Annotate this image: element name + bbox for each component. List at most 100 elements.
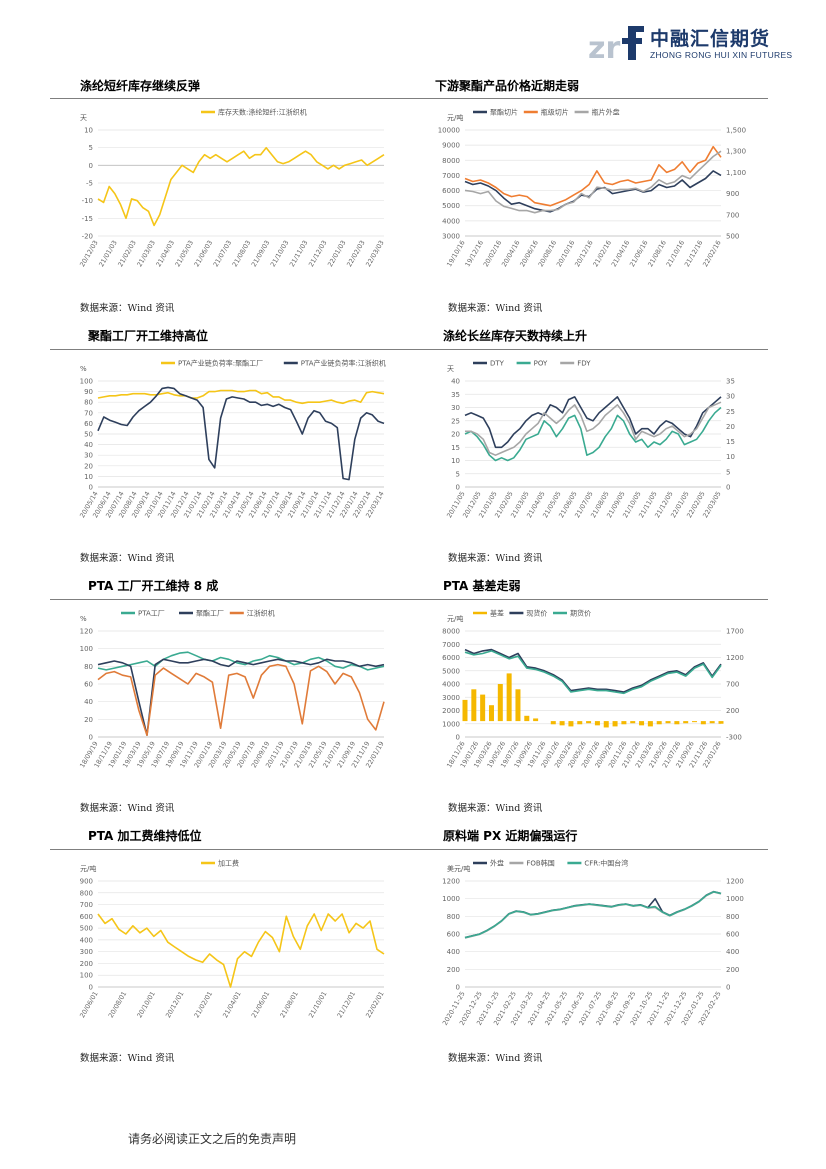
basis-bar	[621, 721, 627, 725]
series-line	[465, 401, 722, 456]
data-source-3: 数据来源：Wind 资讯	[80, 553, 175, 564]
data-source-6: 数据来源：Wind 资讯	[448, 803, 543, 814]
y-tick-label: 0	[89, 484, 93, 492]
y2-tick-label: 600	[726, 931, 739, 939]
y2-tick-label: 1,100	[726, 169, 746, 177]
section-title-6: PTA 基差走弱	[443, 579, 521, 593]
basis-bar	[462, 699, 468, 722]
y-tick-label: 3000	[442, 694, 460, 702]
x-tick-label: 22/03/03	[364, 239, 386, 268]
legend-label: 基差	[490, 609, 504, 618]
data-source-5: 数据来源：Wind 资讯	[80, 803, 175, 814]
y-tick-label: 30	[451, 404, 460, 412]
y-tick-label: 7000	[442, 641, 460, 649]
y-tick-label: 600	[80, 913, 93, 921]
basis-bar	[718, 721, 724, 724]
series-line	[464, 145, 722, 207]
legend-label: 加工费	[218, 859, 239, 868]
x-tick-label: 21/04/01	[221, 990, 243, 1019]
y-tick-label: 40	[84, 698, 93, 706]
section-title-7: PTA 加工费维持低位	[88, 829, 202, 843]
basis-bar	[665, 721, 671, 724]
legend-label: 外盘	[490, 859, 504, 868]
section-title-8: 原料端 PX 近期偏强运行	[443, 829, 578, 843]
series-line	[464, 650, 722, 695]
y-tick-label: 1000	[442, 895, 460, 903]
y2-tick-label: 35	[726, 378, 735, 386]
chart-pta-basis: 元/吨 8000 7000 6000 5000 4000 3000 2000 1000 0 1700…	[442, 609, 744, 770]
series-line	[97, 663, 385, 736]
data-source-8: 数据来源：Wind 资讯	[448, 1053, 543, 1064]
y-tick-label: 1000	[442, 720, 460, 728]
data-source-4: 数据来源：Wind 资讯	[448, 553, 543, 564]
company-logo: zr 中融汇信期货 ZHONG RONG HUI XIN FUTURES	[588, 20, 792, 66]
svg-text:zr: zr	[588, 31, 620, 64]
x-tick-label: 21/08/01	[278, 990, 300, 1019]
section-title-2: 下游聚酯产品价格近期走弱	[435, 79, 580, 93]
legend-label: 瓶级切片	[541, 108, 569, 117]
x-tick-label: 21/10/01	[307, 990, 329, 1019]
section-divider	[50, 349, 768, 350]
y-tick-label: 100	[80, 645, 93, 653]
legend-label: DTY	[490, 360, 505, 368]
y2-tick-label: 200	[726, 707, 739, 715]
basis-bar	[568, 721, 574, 727]
section-title-5: PTA 工厂开工维持 8 成	[88, 579, 219, 593]
disclaimer-footer: 请务必阅读正文之后的免责声明	[128, 1132, 297, 1146]
chart-pta-plant-load: %12010080604020018/09/1918/11/1919/01/19…	[78, 609, 386, 770]
y-tick-label: 6000	[442, 654, 460, 662]
y-tick-label: 0	[456, 984, 460, 992]
y-tick-label: -5	[86, 180, 93, 188]
y-tick-label: 800	[80, 889, 93, 897]
legend-label: POY	[534, 360, 548, 368]
y-tick-label: 60	[84, 420, 93, 428]
y2-tick-label: -300	[726, 734, 742, 742]
chart-px-price: 美元/吨 1200 1000 800 600 400 200 0 1200 1000 800 600 4…	[441, 859, 744, 1027]
basis-bar	[594, 721, 600, 726]
basis-bar	[515, 689, 521, 722]
y-tick-label: 8000	[442, 157, 460, 165]
y-tick-label: 600	[447, 931, 460, 939]
y-tick-label: 5000	[442, 667, 460, 675]
y-tick-label: 200	[447, 966, 460, 974]
y-tick-label: 6000	[442, 187, 460, 195]
y-tick-label: 100	[80, 972, 93, 980]
basis-bar	[559, 721, 565, 726]
y-tick-label: 80	[84, 663, 93, 671]
x-tick-label: 22/02/01	[364, 990, 386, 1019]
y2-tick-label: 900	[726, 190, 739, 198]
y-tick-label: 0	[456, 734, 460, 742]
y2-tick-label: 400	[726, 948, 739, 956]
legend-label: 现货价	[526, 609, 547, 618]
legend-label: CFR:中国台湾	[584, 859, 628, 868]
basis-bar	[603, 721, 609, 728]
y-tick-label: 5	[89, 144, 93, 152]
section-title-3: 聚酯工厂开工维持高位	[88, 329, 209, 343]
brand-name-en: ZHONG RONG HUI XIN FUTURES	[650, 50, 793, 60]
legend-label: FDY	[577, 360, 591, 368]
series-line	[97, 651, 385, 671]
series-line	[464, 890, 722, 939]
basis-bar	[506, 673, 512, 722]
y-tick-label: 20	[84, 716, 93, 724]
chart-polyester-plant-load: %100908070605040302010020/05/1420/06/142…	[78, 359, 386, 520]
y-tick-label: 40	[84, 441, 93, 449]
y2-tick-label: 1200	[726, 878, 744, 886]
basis-bar	[488, 705, 494, 722]
y-tick-label: 15	[451, 444, 460, 452]
y-tick-label: 9000	[442, 142, 460, 150]
y-tick-label: 0	[89, 162, 93, 170]
basis-bar	[656, 721, 662, 725]
series-line	[464, 406, 722, 462]
chart-pta-processing-fee: 元/吨 900 800 700 600 500 400 300 200 100 020/06/01 2…	[78, 859, 386, 1020]
y-axis-unit-label: %	[80, 365, 87, 373]
y2-tick-label: 0	[726, 984, 730, 992]
data-source-7: 数据来源：Wind 资讯	[80, 1053, 175, 1064]
y-tick-label: 7000	[442, 172, 460, 180]
y-axis-unit-label: 天	[80, 114, 87, 122]
basis-bar	[700, 721, 706, 725]
y-tick-label: -20	[82, 233, 93, 241]
y-axis-unit-label: %	[80, 615, 87, 623]
y2-tick-label: 10	[726, 453, 735, 461]
chart-staple-fiber-inventory: 天1050-5-10-15-2020/12/0321/01/0321/02/03…	[78, 108, 386, 269]
